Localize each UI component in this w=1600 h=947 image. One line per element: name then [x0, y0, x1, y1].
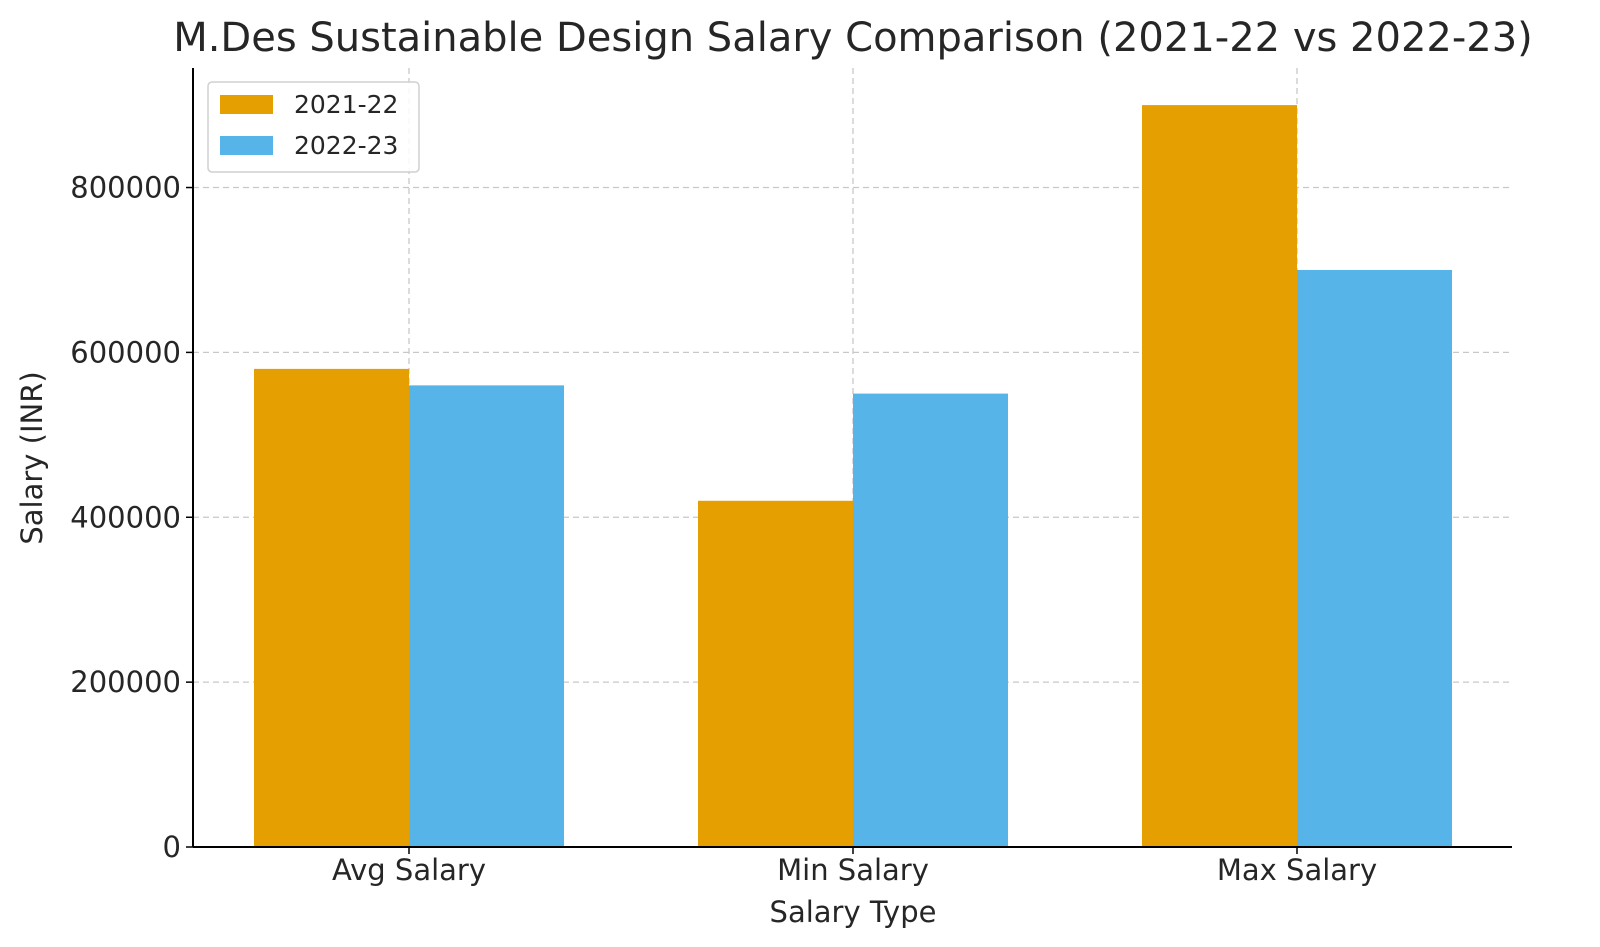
bar-2022-23-max-salary: [1297, 269, 1452, 847]
legend-swatch-2022-23: [220, 136, 273, 155]
y-ticks: 0 200000 400000 600000 800000: [70, 171, 193, 864]
y-tick-label-600000: 600000: [70, 335, 181, 369]
x-tick-label-avg-salary: Avg Salary: [332, 853, 486, 887]
bar-2022-23-min-salary: [853, 393, 1008, 847]
y-tick-label-800000: 800000: [70, 171, 181, 205]
x-tick-label-max-salary: Max Salary: [1217, 853, 1377, 887]
legend-swatch-2021-22: [220, 95, 273, 114]
bars: [254, 105, 1452, 848]
x-axis-label: Salary Type: [770, 895, 937, 929]
bar-2022-23-avg-salary: [409, 385, 564, 847]
x-tick-label-min-salary: Min Salary: [777, 853, 929, 887]
legend-label-2021-22: 2021-22: [294, 90, 398, 119]
bar-2021-22-avg-salary: [254, 368, 409, 847]
y-axis-label: Salary (INR): [15, 371, 49, 544]
bar-2021-22-min-salary: [698, 500, 853, 847]
y-tick-label-0: 0: [163, 830, 181, 864]
y-tick-label-400000: 400000: [70, 500, 181, 534]
x-ticks: Avg Salary Min Salary Max Salary: [332, 847, 1377, 887]
legend: 2021-22 2022-23: [207, 81, 420, 173]
y-tick-label-200000: 200000: [70, 665, 181, 699]
bar-2021-22-max-salary: [1142, 105, 1297, 848]
legend-label-2022-23: 2022-23: [294, 131, 398, 160]
chart-title: M.Des Sustainable Design Salary Comparis…: [173, 15, 1533, 61]
